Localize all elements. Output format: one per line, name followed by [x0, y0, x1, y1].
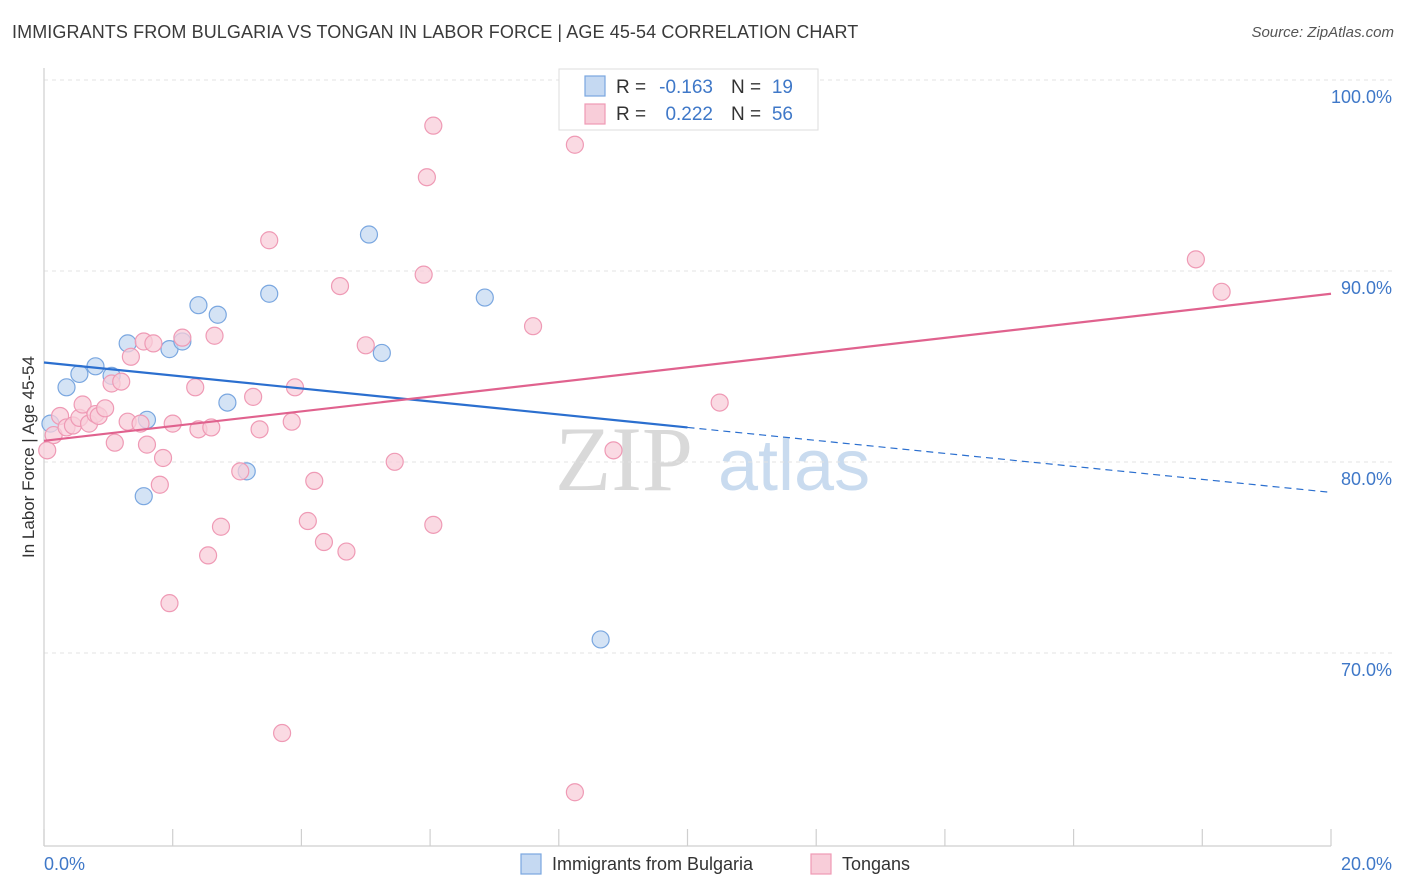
bulgaria-trend-line: [43, 361, 688, 429]
series-legend-label-tongans: Tongans: [842, 854, 910, 874]
tongans-point: [231, 462, 250, 481]
source-label: Source: ZipAtlas.com: [1251, 24, 1394, 41]
legend-n-value-1: 56: [772, 104, 793, 125]
tongans-point: [414, 265, 433, 284]
watermark: ZIP atlas: [555, 408, 870, 510]
bulgaria-point: [359, 225, 379, 244]
tongans-point: [260, 231, 279, 250]
tongans-trend-line: [43, 292, 1332, 442]
tongans-point: [314, 532, 334, 552]
bulgaria-point: [372, 343, 391, 363]
tongans-point: [250, 420, 269, 439]
y-tick-label: 80.0%: [1341, 469, 1392, 489]
tongans-point: [356, 336, 375, 355]
gridlines: [44, 79, 1392, 654]
series-legend-swatch-tongans: [810, 853, 832, 875]
tongans-point: [565, 783, 584, 802]
bulgaria-point: [57, 378, 76, 397]
tongans-point: [163, 414, 182, 433]
watermark-atlas: atlas: [718, 426, 870, 506]
series-legend: Immigrants from Bulgaria Tongans: [520, 853, 910, 875]
tongans-point: [604, 441, 623, 460]
bulgaria-point: [218, 393, 237, 412]
legend-n-label-0: N =: [731, 77, 761, 98]
tongans-point: [173, 328, 192, 347]
tongans-point: [523, 317, 543, 336]
watermark-zip: ZIP: [555, 408, 693, 510]
x-tick-label: 20.0%: [1341, 854, 1392, 874]
tongans-point: [337, 542, 356, 561]
tongans-point: [186, 378, 205, 397]
tongans-point: [205, 326, 224, 345]
legend-r-label-0: R =: [616, 77, 646, 98]
tongans-point: [137, 435, 157, 454]
y-tick-label: 100.0%: [1331, 87, 1392, 107]
bulgaria-point: [260, 284, 279, 303]
tongans-point: [160, 594, 179, 613]
legend-r-value-0: -0.163: [659, 77, 713, 98]
y-axis-title: In Labor Force | Age 45-54: [19, 356, 38, 558]
tongans-point: [330, 276, 350, 296]
legend-r-label-1: R =: [616, 104, 646, 125]
bulgaria-point: [208, 305, 227, 324]
tongans-point: [121, 347, 140, 366]
tongans-point: [150, 475, 169, 494]
y-tick-label: 90.0%: [1341, 278, 1392, 298]
tongans-point: [424, 116, 443, 135]
legend-n-value-0: 19: [772, 77, 793, 98]
stats-legend: R = -0.163 N = 19 R = 0.222 N = 56: [558, 68, 819, 131]
tongans-point: [272, 723, 292, 743]
tongans-point: [153, 448, 173, 468]
legend-swatch-bulgaria: [584, 75, 606, 97]
x-tick-labels: 0.0% 20.0%: [44, 854, 1392, 874]
tongans-point: [1186, 250, 1205, 269]
tongans-point: [298, 511, 317, 531]
tongans-point: [112, 372, 131, 391]
tongans-point: [198, 546, 218, 565]
tongans-point: [105, 433, 124, 452]
tongans-point: [417, 168, 436, 187]
legend-swatch-tongans: [584, 103, 606, 125]
series-legend-swatch-bulgaria: [520, 853, 542, 875]
bulgaria-point: [189, 296, 208, 315]
tongans-point: [305, 471, 324, 491]
tongans-point: [385, 452, 404, 471]
tongans-point: [211, 517, 231, 536]
tongans-point: [244, 387, 263, 406]
trend-lines: [43, 292, 1332, 493]
tongans-point: [565, 135, 584, 154]
y-tick-labels: 100.0% 90.0% 80.0% 70.0%: [1331, 87, 1392, 680]
tongans-point: [710, 393, 729, 412]
legend-r-value-1: 0.222: [665, 104, 713, 125]
tongans-point: [131, 414, 150, 433]
tongans-point: [424, 515, 443, 534]
legend-n-label-1: N =: [731, 104, 761, 125]
tongans-point: [144, 334, 163, 353]
bulgaria-point: [70, 364, 89, 384]
tongans-point: [1212, 282, 1231, 301]
data-points: [38, 116, 1231, 802]
bulgaria-point: [475, 288, 494, 307]
chart-title: IMMIGRANTS FROM BULGARIA VS TONGAN IN LA…: [12, 22, 859, 42]
y-tick-label: 70.0%: [1341, 660, 1392, 680]
x-ticks: [43, 829, 1332, 846]
bulgaria-point: [591, 630, 610, 649]
x-tick-label: 0.0%: [44, 854, 85, 874]
tongans-point: [96, 399, 115, 418]
bulgaria-point: [134, 487, 153, 506]
series-legend-label-bulgaria: Immigrants from Bulgaria: [552, 854, 754, 874]
tongans-point: [38, 441, 57, 460]
tongans-point: [73, 395, 92, 414]
tongans-point: [282, 412, 301, 431]
